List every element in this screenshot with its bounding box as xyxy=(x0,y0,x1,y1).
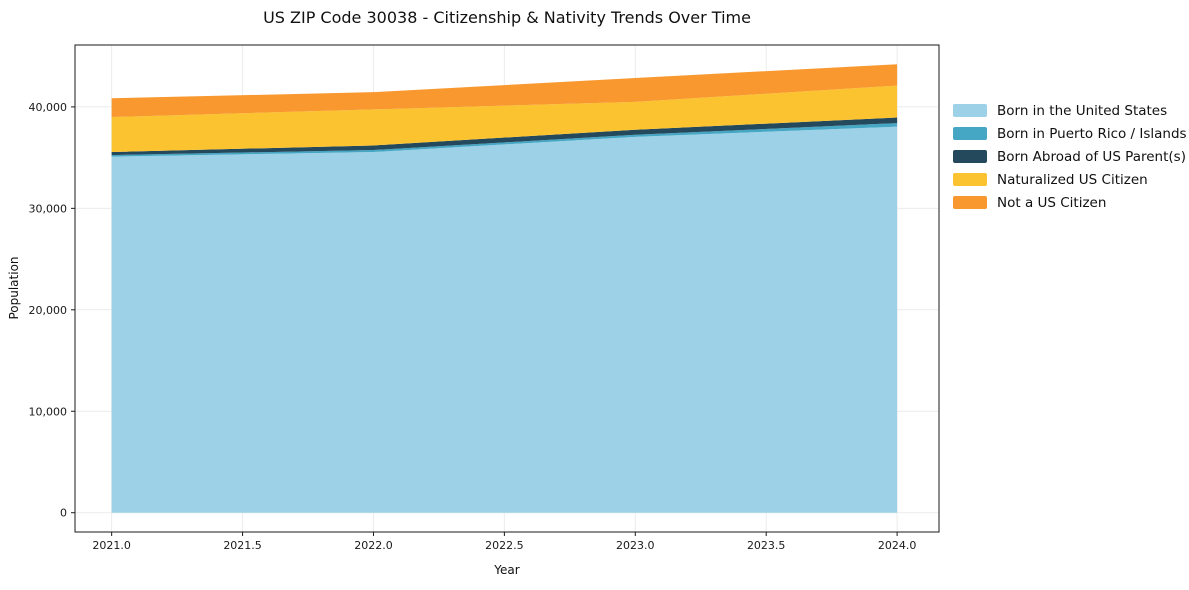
legend-item-naturalized: Naturalized US Citizen xyxy=(953,171,1187,188)
axis-ticks xyxy=(71,106,898,536)
legend-label: Born Abroad of US Parent(s) xyxy=(997,148,1186,165)
x-tick-label: 2023.5 xyxy=(747,539,786,552)
legend-swatch-not-citizen xyxy=(953,196,987,209)
plot-border xyxy=(74,44,940,533)
x-tick-label: 2021.5 xyxy=(223,539,262,552)
legend: Born in the United States Born in Puerto… xyxy=(953,102,1187,211)
legend-swatch-puerto-rico xyxy=(953,127,987,140)
legend-label: Born in Puerto Rico / Islands xyxy=(997,125,1187,142)
y-axis-label: Population xyxy=(7,238,21,338)
y-tick-label: 40,000 xyxy=(29,101,68,114)
x-tick-label: 2022.5 xyxy=(485,539,524,552)
legend-item-born-us: Born in the United States xyxy=(953,102,1187,119)
tick-labels: 2021.0 2021.5 2022.0 2022.5 2023.0 2023.5 2024… xyxy=(29,101,917,552)
legend-label: Naturalized US Citizen xyxy=(997,171,1148,188)
y-tick-label: 30,000 xyxy=(29,202,68,215)
area-series-0 xyxy=(111,126,898,513)
legend-swatch-naturalized xyxy=(953,173,987,186)
legend-swatch-born-us xyxy=(953,104,987,117)
legend-swatch-born-abroad xyxy=(953,150,987,163)
y-tick-label: 0 xyxy=(60,507,67,520)
legend-item-born-abroad: Born Abroad of US Parent(s) xyxy=(953,148,1187,165)
chart-title: US ZIP Code 30038 - Citizenship & Nativi… xyxy=(263,8,751,27)
legend-label: Not a US Citizen xyxy=(997,194,1107,211)
y-tick-label: 20,000 xyxy=(29,304,68,317)
x-tick-label: 2021.0 xyxy=(92,539,131,552)
legend-label: Born in the United States xyxy=(997,102,1168,119)
area-series-3 xyxy=(111,85,898,153)
x-tick-label: 2024.0 xyxy=(878,539,917,552)
x-tick-label: 2023.0 xyxy=(616,539,655,552)
legend-item-not-citizen: Not a US Citizen xyxy=(953,194,1187,211)
legend-item-puerto-rico: Born in Puerto Rico / Islands xyxy=(953,125,1187,142)
x-axis-label: Year xyxy=(494,563,520,577)
stacked-areas xyxy=(111,64,898,513)
y-axis-label-text: Population xyxy=(7,256,21,320)
y-tick-label: 10,000 xyxy=(29,405,68,418)
x-tick-label: 2022.0 xyxy=(354,539,393,552)
area-series-2 xyxy=(111,117,898,156)
area-series-4 xyxy=(111,64,898,118)
